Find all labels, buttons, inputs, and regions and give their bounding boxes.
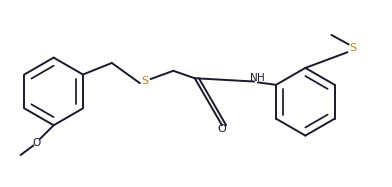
- Text: O: O: [32, 138, 40, 148]
- Text: N: N: [250, 73, 258, 83]
- Text: O: O: [218, 124, 226, 134]
- Text: S: S: [349, 43, 356, 53]
- Text: H: H: [257, 73, 265, 83]
- Text: S: S: [142, 76, 149, 86]
